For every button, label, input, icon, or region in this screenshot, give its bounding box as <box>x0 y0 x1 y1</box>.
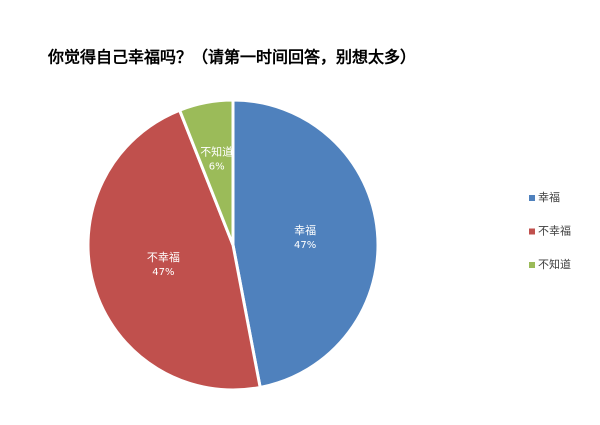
legend-swatch <box>529 228 535 235</box>
slice-label: 不知道 <box>200 145 233 159</box>
pie-slice <box>231 98 380 390</box>
legend-label: 不幸福 <box>538 224 571 238</box>
slice-value-label: 47% <box>152 267 174 278</box>
slice-value-label: 6% <box>209 162 225 173</box>
pie-slice <box>177 98 235 246</box>
legend-swatch <box>529 262 535 268</box>
chart-title: 你觉得自己幸福吗？（请第一时间回答，别想太多） <box>47 48 416 67</box>
legend-label: 幸福 <box>538 190 560 204</box>
slice-value-label: 47% <box>294 240 316 251</box>
legend-swatch <box>529 195 535 201</box>
legend-label: 不知道 <box>538 257 571 271</box>
slice-label: 不幸福 <box>147 250 180 264</box>
pie-slice <box>86 108 262 392</box>
slice-label: 幸福 <box>294 223 316 237</box>
